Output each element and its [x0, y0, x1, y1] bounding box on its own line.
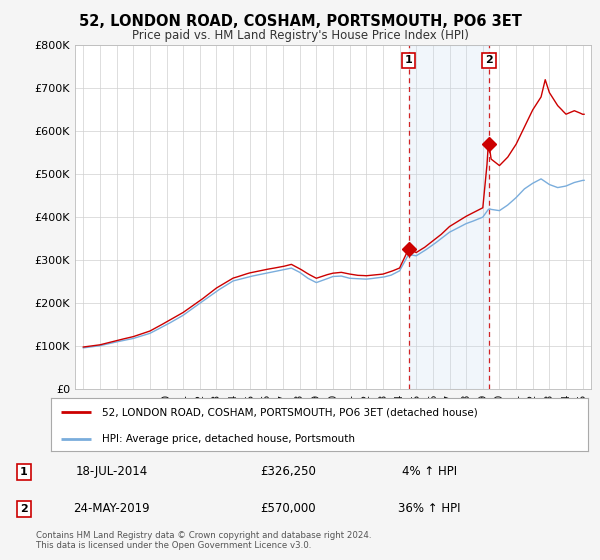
Text: 52, LONDON ROAD, COSHAM, PORTSMOUTH, PO6 3ET: 52, LONDON ROAD, COSHAM, PORTSMOUTH, PO6…	[79, 14, 521, 29]
Text: 4% ↑ HPI: 4% ↑ HPI	[402, 465, 457, 478]
Text: 24-MAY-2019: 24-MAY-2019	[74, 502, 150, 515]
Text: 1: 1	[404, 55, 412, 66]
Text: 2: 2	[485, 55, 493, 66]
Text: 36% ↑ HPI: 36% ↑ HPI	[398, 502, 461, 515]
Text: 18-JUL-2014: 18-JUL-2014	[76, 465, 148, 478]
Text: 52, LONDON ROAD, COSHAM, PORTSMOUTH, PO6 3ET (detached house): 52, LONDON ROAD, COSHAM, PORTSMOUTH, PO6…	[102, 408, 478, 418]
Text: £326,250: £326,250	[260, 465, 316, 478]
Bar	[409, 45, 489, 389]
Text: Price paid vs. HM Land Registry's House Price Index (HPI): Price paid vs. HM Land Registry's House …	[131, 29, 469, 42]
Text: £570,000: £570,000	[260, 502, 316, 515]
Text: Contains HM Land Registry data © Crown copyright and database right 2024.
This d: Contains HM Land Registry data © Crown c…	[36, 531, 371, 550]
Text: 2: 2	[20, 504, 28, 514]
Text: 1: 1	[20, 467, 28, 477]
Text: HPI: Average price, detached house, Portsmouth: HPI: Average price, detached house, Port…	[102, 434, 355, 444]
